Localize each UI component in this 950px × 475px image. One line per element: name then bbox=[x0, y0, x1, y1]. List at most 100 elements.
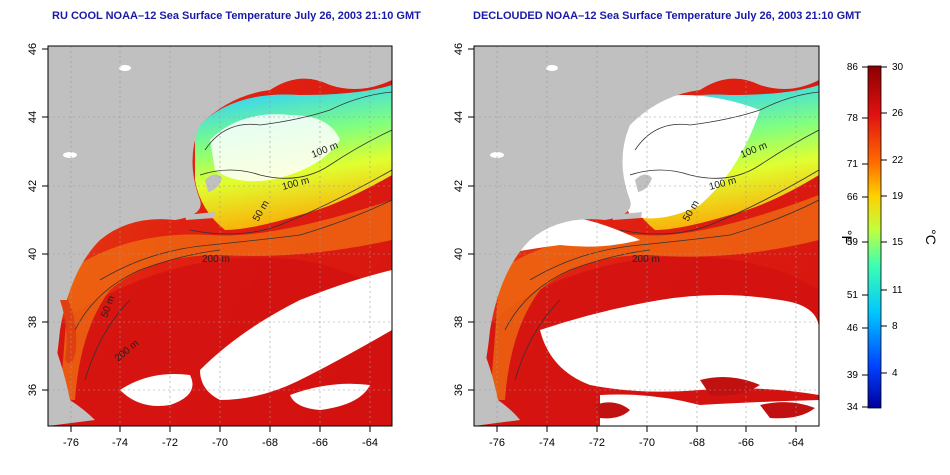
left-lon-axis bbox=[70, 426, 371, 432]
lon-tick-label: -68 bbox=[262, 437, 278, 449]
lat-tick-label: 36 bbox=[27, 384, 39, 396]
right-lat-axis bbox=[468, 48, 474, 391]
lon-tick-label: -72 bbox=[589, 437, 605, 449]
f-tick-label: 86 bbox=[847, 62, 859, 73]
lat-tick-label: 46 bbox=[453, 43, 465, 55]
depth-contour bbox=[99, 199, 392, 281]
right-sst-map: 100 m 100 m 50 m 200 m bbox=[474, 46, 819, 426]
right-map-title: DECLOUDED NOAA–12 Sea Surface Temperatur… bbox=[473, 10, 862, 22]
lake bbox=[63, 152, 77, 158]
fahrenheit-unit-label: °F bbox=[839, 230, 855, 244]
lat-tick-label: 44 bbox=[453, 111, 465, 123]
chesapeake-bay bbox=[60, 300, 77, 364]
cloud-offshore bbox=[120, 374, 193, 406]
lon-tick-label: -64 bbox=[788, 437, 804, 449]
depth-contour bbox=[634, 91, 819, 151]
contour-label: 200 m bbox=[632, 254, 660, 265]
lat-tick-label: 38 bbox=[453, 316, 465, 328]
lake bbox=[490, 152, 504, 158]
right-lon-tick-labels: -76 -74 -72 -70 -68 -66 -64 bbox=[489, 437, 804, 449]
land-mass-south bbox=[474, 330, 520, 426]
depth-contour bbox=[514, 299, 561, 381]
lon-tick-label: -66 bbox=[312, 437, 328, 449]
land-mass bbox=[474, 46, 819, 400]
depth-contour bbox=[629, 129, 819, 179]
decloud-mask bbox=[540, 295, 819, 395]
cape-cod bbox=[205, 174, 222, 192]
lat-tick-label: 40 bbox=[27, 248, 39, 260]
lon-tick-label: -76 bbox=[489, 437, 505, 449]
decloud-mask bbox=[600, 394, 819, 426]
f-tick-label: 59 bbox=[847, 237, 859, 248]
graticule bbox=[48, 46, 392, 426]
land-mass bbox=[48, 46, 392, 400]
depth-contour bbox=[74, 249, 221, 331]
celsius-unit-label: °C bbox=[923, 229, 939, 245]
depth-contour bbox=[204, 91, 392, 151]
cloud-gulf-of-maine bbox=[210, 114, 340, 182]
sst-patch bbox=[760, 402, 815, 419]
depth-contour bbox=[84, 299, 131, 381]
colorbar-gradient bbox=[867, 65, 882, 409]
lon-tick-label: -68 bbox=[689, 437, 705, 449]
c-tick-label: 22 bbox=[892, 155, 904, 166]
coastal-warm-band bbox=[60, 200, 392, 400]
lon-tick-label: -66 bbox=[738, 437, 754, 449]
contour-label: 200 m bbox=[202, 254, 230, 265]
lat-tick-label: 36 bbox=[453, 384, 465, 396]
c-tick-label: 26 bbox=[892, 108, 904, 119]
graticule bbox=[474, 46, 819, 426]
right-lon-axis bbox=[496, 426, 797, 432]
f-tick-label: 46 bbox=[847, 323, 859, 334]
lon-tick-label: -70 bbox=[212, 437, 228, 449]
depth-contour bbox=[529, 199, 819, 281]
right-lat-tick-labels: 36 38 40 42 44 46 bbox=[453, 43, 465, 396]
fahrenheit-tick-labels: 86 78 71 66 59 51 46 39 34 bbox=[847, 62, 859, 413]
long-island bbox=[612, 212, 642, 220]
left-map-title: RU COOL NOAA–12 Sea Surface Temperature … bbox=[52, 10, 421, 22]
sst-patch bbox=[595, 402, 630, 419]
lake bbox=[546, 65, 558, 71]
cloud-offshore bbox=[290, 383, 370, 410]
lat-tick-label: 42 bbox=[27, 180, 39, 192]
c-tick-label: 8 bbox=[892, 321, 898, 332]
c-tick-label: 19 bbox=[892, 191, 904, 202]
lat-tick-label: 46 bbox=[27, 43, 39, 55]
long-island bbox=[185, 212, 215, 220]
lon-tick-label: -72 bbox=[162, 437, 178, 449]
depth-contour bbox=[189, 169, 392, 235]
lon-tick-label: -70 bbox=[639, 437, 655, 449]
colorbar-ticks bbox=[862, 66, 887, 408]
lon-tick-label: -74 bbox=[539, 437, 555, 449]
lat-tick-label: 40 bbox=[453, 248, 465, 260]
left-lat-tick-labels: 36 38 40 42 44 46 bbox=[27, 43, 39, 396]
f-tick-label: 51 bbox=[847, 290, 859, 301]
temperature-colorbar: 86 78 71 66 59 51 46 39 34 30 26 22 19 1… bbox=[839, 62, 939, 413]
celsius-tick-labels: 30 26 22 19 15 11 8 4 bbox=[892, 62, 904, 379]
c-tick-label: 4 bbox=[892, 368, 898, 379]
lon-tick-label: -64 bbox=[362, 437, 378, 449]
left-sst-map: 100 m 100 m 50 m 200 m 50 m 200 m bbox=[48, 46, 392, 426]
left-lat-axis bbox=[42, 48, 48, 391]
c-tick-label: 11 bbox=[892, 285, 903, 296]
decloud-mask bbox=[614, 95, 760, 219]
depth-contour bbox=[199, 129, 392, 179]
left-lon-tick-labels: -76 -74 -72 -70 -68 -66 -64 bbox=[63, 437, 378, 449]
coastal-warm-band bbox=[490, 195, 819, 400]
cloud-offshore bbox=[200, 270, 392, 400]
c-tick-label: 30 bbox=[892, 62, 904, 73]
lat-tick-label: 42 bbox=[453, 180, 465, 192]
lon-tick-label: -76 bbox=[63, 437, 79, 449]
f-tick-label: 39 bbox=[847, 370, 859, 381]
f-tick-label: 34 bbox=[847, 402, 859, 413]
depth-contour bbox=[619, 169, 819, 235]
c-tick-label: 15 bbox=[892, 237, 904, 248]
f-tick-label: 78 bbox=[847, 113, 859, 124]
sst-patch bbox=[700, 376, 760, 396]
lat-tick-label: 38 bbox=[27, 316, 39, 328]
lat-tick-label: 44 bbox=[27, 111, 39, 123]
land-mass-south bbox=[48, 330, 95, 426]
cape-cod bbox=[635, 174, 652, 192]
lon-tick-label: -74 bbox=[112, 437, 128, 449]
